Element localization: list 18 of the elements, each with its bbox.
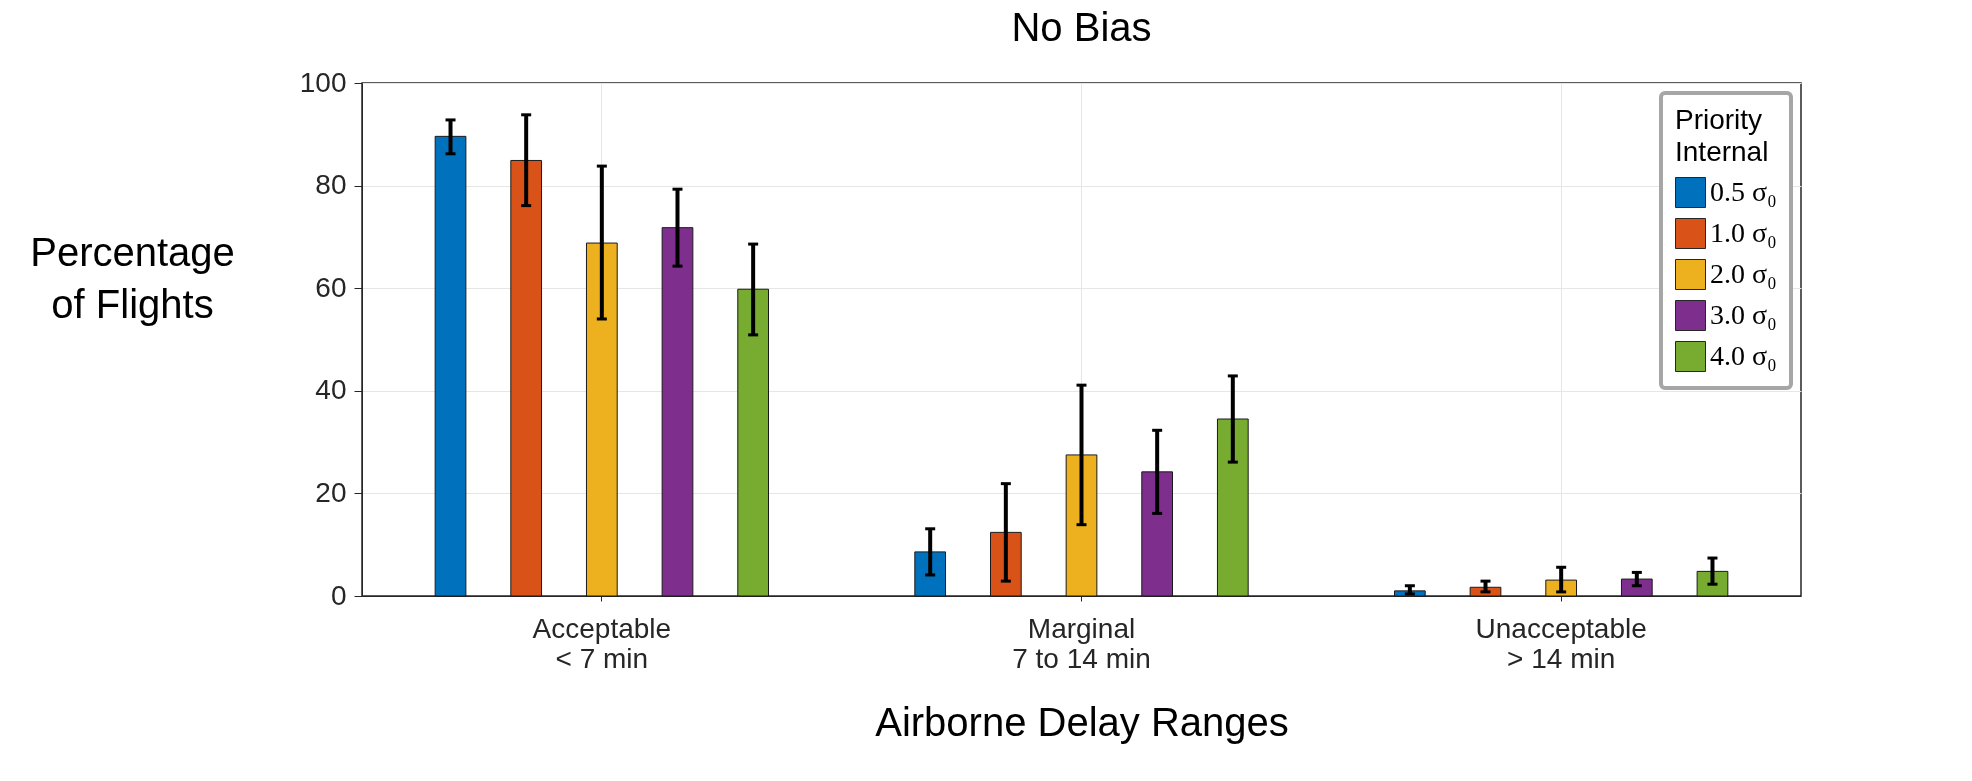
x-tick-label: Unacceptable > 14 min <box>1475 612 1647 674</box>
x-tick-label: Marginal 7 to 14 min <box>1012 612 1151 674</box>
y-tick-label: 0 <box>330 579 347 611</box>
legend-label: 3.0 σ₀ <box>1710 298 1777 330</box>
legend-title: Priority Internal <box>1675 104 1769 167</box>
y-tick-label: 40 <box>315 374 347 406</box>
chart-title: No Bias <box>1011 5 1152 49</box>
legend-label: 2.0 σ₀ <box>1710 257 1777 289</box>
y-tick-label: 60 <box>315 271 347 303</box>
y-tick-label: 20 <box>315 476 347 508</box>
y-tick-label: 80 <box>315 169 347 201</box>
y-tick-label: 100 <box>299 66 347 98</box>
x-axis-title: Airborne Delay Ranges <box>875 699 1289 744</box>
x-tick-label: Acceptable < 7 min <box>532 612 672 674</box>
legend-label: 1.0 σ₀ <box>1710 216 1777 248</box>
legend-label: 4.0 σ₀ <box>1710 339 1777 371</box>
y-axis-title: Percentage of Flights <box>30 229 235 326</box>
legend-label: 0.5 σ₀ <box>1710 175 1777 207</box>
